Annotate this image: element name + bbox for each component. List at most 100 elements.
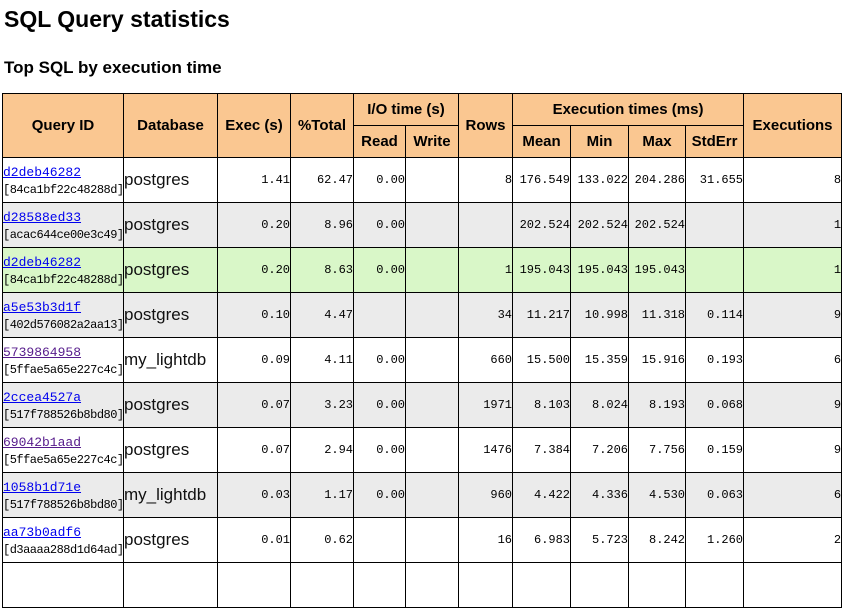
- table-row: 2ccea4527a [517f788526b8bd80] postgres 0…: [2, 382, 843, 428]
- query-id-link[interactable]: a5e53b3d1f: [3, 299, 82, 315]
- io-read-cell: 0.00: [353, 427, 406, 473]
- io-read-cell: 0.00: [353, 202, 406, 248]
- stderr-cell: [685, 202, 745, 248]
- query-hash: [d3aaaa288d1d64ad]: [3, 542, 124, 557]
- rows-cell: 16: [458, 517, 514, 563]
- min-cell: 15.359: [570, 337, 630, 383]
- col-header-min: Min: [570, 125, 630, 158]
- max-cell: 4.530: [628, 472, 687, 518]
- min-cell: 7.206: [570, 427, 630, 473]
- table-row: a5e53b3d1f [402d576082a2aa13] postgres 0…: [2, 292, 843, 338]
- exec-seconds-cell: [217, 562, 291, 608]
- query-id-cell: 5739864958 [5ffae5a65e227c4c]: [2, 337, 124, 383]
- database-cell: postgres: [123, 427, 218, 473]
- min-cell: 8.024: [570, 382, 630, 428]
- stderr-cell: [685, 562, 745, 608]
- query-id-link[interactable]: 1058b1d71e: [3, 479, 82, 495]
- database-cell: postgres: [123, 382, 218, 428]
- mean-cell: 7.384: [512, 427, 572, 473]
- max-cell: 7.756: [628, 427, 687, 473]
- executions-cell: 1: [743, 202, 843, 248]
- mean-cell: 15.500: [512, 337, 572, 383]
- min-cell: 10.998: [570, 292, 630, 338]
- query-id-cell: d2deb46282 [84ca1bf22c48288d]: [2, 247, 124, 293]
- mean-cell: 202.524: [512, 202, 572, 248]
- rows-cell: 960: [458, 472, 514, 518]
- query-id-link[interactable]: 2ccea4527a: [3, 389, 82, 405]
- col-header-stderr: StdErr: [685, 125, 745, 158]
- executions-cell: [743, 562, 843, 608]
- mean-cell: 8.103: [512, 382, 572, 428]
- col-header-mean: Mean: [512, 125, 572, 158]
- table-row: d2deb46282 [84ca1bf22c48288d] postgres 1…: [2, 157, 843, 203]
- exec-seconds-cell: 0.03: [217, 472, 291, 518]
- min-cell: 4.336: [570, 472, 630, 518]
- max-cell: 195.043: [628, 247, 687, 293]
- database-cell: my_lightdb: [123, 337, 218, 383]
- query-hash: [402d576082a2aa13]: [3, 317, 124, 332]
- query-hash: [517f788526b8bd80]: [3, 497, 124, 512]
- query-id-link[interactable]: aa73b0adf6: [3, 524, 82, 540]
- min-cell: 195.043: [570, 247, 630, 293]
- database-cell: postgres: [123, 202, 218, 248]
- query-hash: [517f788526b8bd80]: [3, 407, 124, 422]
- query-id-link[interactable]: d28588ed33: [3, 209, 82, 225]
- min-cell: [570, 562, 630, 608]
- pct-total-cell: 4.11: [290, 337, 354, 383]
- stderr-cell: 0.193: [685, 337, 745, 383]
- exec-seconds-cell: 0.10: [217, 292, 291, 338]
- section-title: Top SQL by execution time: [4, 58, 222, 77]
- rows-cell: 1: [458, 247, 514, 293]
- database-cell: postgres: [123, 157, 218, 203]
- query-id-link[interactable]: 5739864958: [3, 344, 82, 360]
- io-write-cell: [404, 382, 460, 428]
- pct-total-cell: 62.47: [290, 157, 354, 203]
- database-cell: postgres: [123, 517, 218, 563]
- pct-total-cell: 4.47: [290, 292, 354, 338]
- col-header-exec-seconds: Exec (s): [217, 93, 291, 158]
- exec-seconds-cell: 0.20: [217, 247, 291, 293]
- executions-cell: 6: [743, 472, 843, 518]
- table-row: d28588ed33 [acac644ce00e3c49] postgres 0…: [2, 202, 843, 248]
- executions-cell: 9: [743, 382, 843, 428]
- io-write-cell: [404, 517, 460, 563]
- stderr-cell: 0.159: [685, 427, 745, 473]
- table-row: 5739864958 [5ffae5a65e227c4c] my_lightdb…: [2, 337, 843, 383]
- query-hash: [84ca1bf22c48288d]: [3, 272, 124, 287]
- query-id-cell: 2ccea4527a [517f788526b8bd80]: [2, 382, 124, 428]
- rows-cell: 1971: [458, 382, 514, 428]
- stderr-cell: 0.114: [685, 292, 745, 338]
- executions-cell: 6: [743, 337, 843, 383]
- mean-cell: 11.217: [512, 292, 572, 338]
- io-write-cell: [404, 562, 460, 608]
- io-read-cell: 0.00: [353, 157, 406, 203]
- page-title: SQL Query statistics: [4, 6, 230, 32]
- col-header-rows: Rows: [458, 93, 514, 158]
- rows-cell: [458, 562, 514, 608]
- query-id-cell: a5e53b3d1f [402d576082a2aa13]: [2, 292, 124, 338]
- io-write-cell: [404, 427, 460, 473]
- executions-cell: 8: [743, 157, 843, 203]
- table-row: 1058b1d71e [517f788526b8bd80] my_lightdb…: [2, 472, 843, 518]
- io-read-cell: [353, 517, 406, 563]
- pct-total-cell: 0.62: [290, 517, 354, 563]
- col-header-io-time: I/O time (s): [352, 93, 460, 126]
- stderr-cell: [685, 247, 745, 293]
- database-cell: postgres: [123, 247, 218, 293]
- max-cell: 204.286: [628, 157, 687, 203]
- rows-cell: 8: [458, 157, 514, 203]
- query-id-cell: d28588ed33 [acac644ce00e3c49]: [2, 202, 124, 248]
- col-header-pct-total: %Total: [290, 93, 354, 158]
- exec-seconds-cell: 0.07: [217, 382, 291, 428]
- io-write-cell: [404, 292, 460, 338]
- query-id-link[interactable]: 69042b1aad: [3, 434, 82, 450]
- max-cell: 8.193: [628, 382, 687, 428]
- query-id-cell: 1058b1d71e [517f788526b8bd80]: [2, 472, 124, 518]
- database-cell: my_lightdb: [123, 472, 218, 518]
- col-header-io-write: Write: [404, 125, 460, 158]
- mean-cell: 176.549: [512, 157, 572, 203]
- query-id-link[interactable]: d2deb46282: [3, 254, 82, 270]
- query-id-link[interactable]: d2deb46282: [3, 164, 82, 180]
- query-hash: [5ffae5a65e227c4c]: [3, 452, 124, 467]
- stderr-cell: 0.063: [685, 472, 745, 518]
